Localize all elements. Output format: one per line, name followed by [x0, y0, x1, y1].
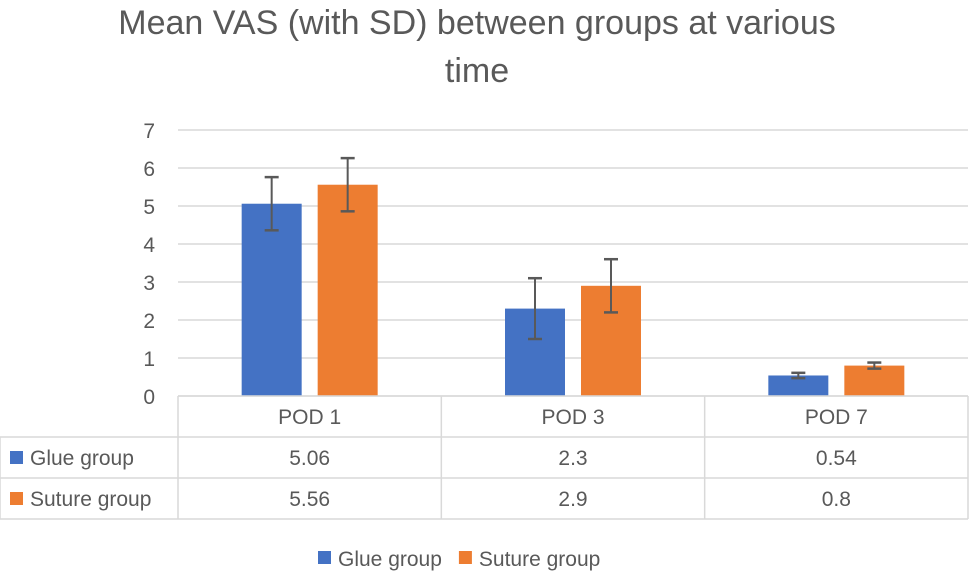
legend-key: [10, 492, 23, 505]
table-cell: 5.56: [289, 488, 330, 511]
bar: [317, 184, 378, 396]
y-tick-label: 2: [143, 310, 155, 333]
y-tick-label: 0: [143, 386, 155, 409]
y-tick-label: 5: [143, 196, 155, 219]
table-cell: 2.9: [558, 488, 587, 511]
legend-label: Glue group: [338, 548, 442, 571]
legend-key: [10, 451, 23, 464]
bar: [768, 375, 829, 396]
table-series-label: Glue group: [30, 447, 134, 470]
category-label: POD 3: [541, 406, 604, 429]
category-label: POD 1: [278, 406, 341, 429]
y-tick-label: 4: [143, 234, 155, 257]
table-cell: 5.06: [289, 447, 330, 470]
y-tick-label: 6: [143, 158, 155, 181]
table-series-label: Suture group: [30, 488, 151, 511]
chart-title-line1: Mean VAS (with SD) between groups at var…: [118, 4, 836, 42]
table-cell: 2.3: [558, 447, 587, 470]
category-label: POD 7: [805, 406, 868, 429]
bar: [844, 365, 905, 396]
y-tick-label: 3: [143, 272, 155, 295]
table-cell: 0.8: [822, 488, 851, 511]
y-tick-label: 7: [143, 120, 155, 143]
legend-swatch: [318, 551, 331, 564]
y-tick-label: 1: [143, 348, 155, 371]
chart-title-line2: time: [445, 52, 509, 90]
legend-label: Suture group: [479, 548, 600, 571]
legend-swatch: [458, 551, 472, 564]
table-cell: 0.54: [816, 447, 857, 470]
bar: [241, 203, 302, 396]
